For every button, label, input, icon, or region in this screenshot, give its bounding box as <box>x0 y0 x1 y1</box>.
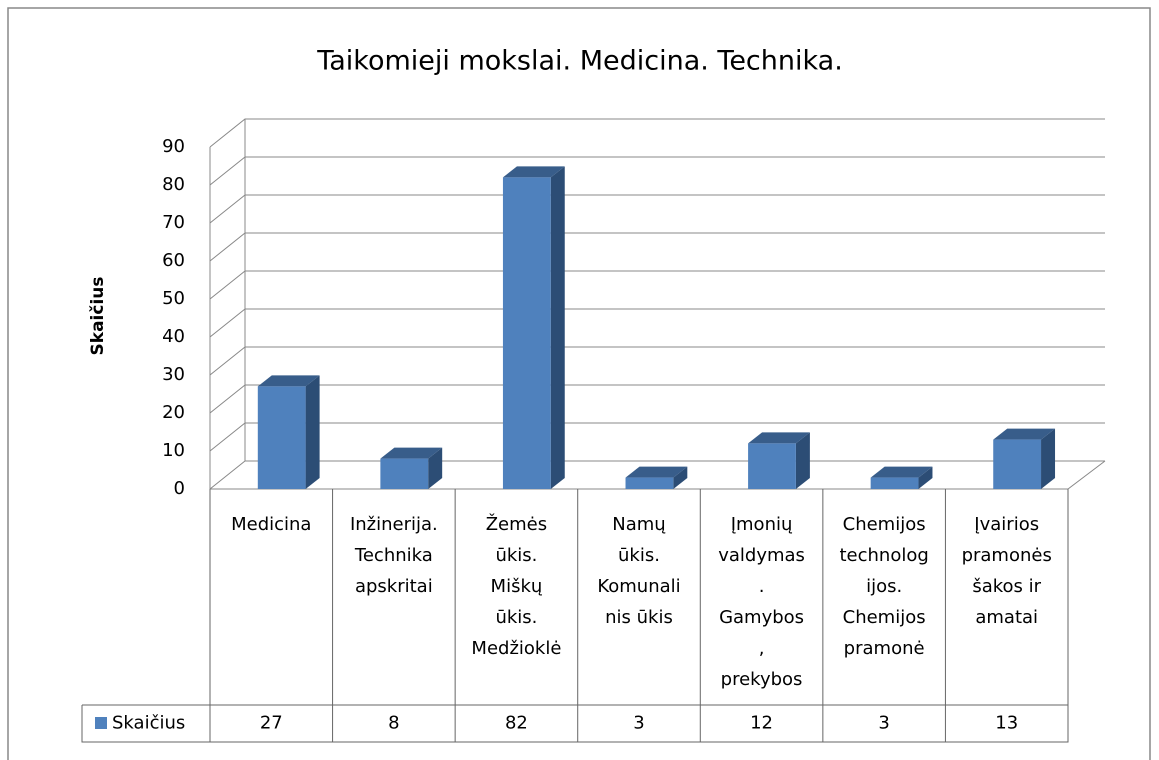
table-value: 8 <box>388 713 399 734</box>
table-value: 3 <box>878 713 889 734</box>
legend-label: Skaičius <box>112 713 185 734</box>
y-tick-label: 10 <box>162 440 185 461</box>
bar-top <box>625 466 688 478</box>
grid-line <box>209 194 1105 224</box>
bar-top <box>870 466 933 478</box>
grid-line <box>209 384 1105 414</box>
y-tick-label: 90 <box>162 136 185 157</box>
y-tick-label: 70 <box>162 212 185 233</box>
y-tick-label: 80 <box>162 174 185 195</box>
bar-side <box>795 432 810 489</box>
bar-top <box>502 166 565 178</box>
category-label: Inžinerija. Technika apskritai <box>349 514 438 597</box>
bar-side <box>1041 428 1056 489</box>
bar-top <box>748 432 810 444</box>
bar <box>993 439 1042 489</box>
category-label: Žemės ūkis. Miškų ūkis. Medžioklė <box>471 514 562 659</box>
bar <box>380 458 429 489</box>
bar-top <box>380 447 443 459</box>
y-tick-label: 40 <box>162 326 185 347</box>
grid-line <box>209 270 1105 300</box>
category-label: Chemijos technologijos. Chemijos pramonė <box>839 514 929 659</box>
y-tick-label: 20 <box>162 402 185 423</box>
category-label: Namų ūkis. Komunalinis ūkis <box>597 514 681 628</box>
bar <box>870 477 919 489</box>
grid-line <box>209 118 1105 148</box>
bar-top <box>993 428 1056 440</box>
y-tick-label: 60 <box>162 250 185 271</box>
y-tick-label: 30 <box>162 364 185 385</box>
bar-side <box>673 466 688 489</box>
bar <box>748 443 796 489</box>
bar-side <box>918 466 933 489</box>
grid-line <box>209 156 1105 186</box>
bar-side <box>428 447 443 489</box>
grid-line <box>209 308 1105 338</box>
table-value: 3 <box>633 713 644 734</box>
table-value: 13 <box>995 713 1018 734</box>
bar-side <box>305 375 320 489</box>
legend-key <box>95 717 107 729</box>
chart-frame <box>7 7 1151 760</box>
category-label: Įvairios pramonės šakos ir amatai <box>961 514 1052 628</box>
bar <box>257 386 306 489</box>
grid-line <box>209 422 1105 452</box>
grid-line <box>209 232 1105 262</box>
y-tick-label: 0 <box>174 478 185 499</box>
chart-title: Taikomieji mokslai. Medicina. Technika. <box>316 46 843 77</box>
bar <box>502 177 551 489</box>
category-label: Medicina <box>231 514 312 535</box>
grid-line <box>209 460 1105 490</box>
category-label: Įmonių valdymas. Gamybos, prekybos <box>718 514 805 690</box>
grid-line <box>209 346 1105 376</box>
bar-side <box>550 166 565 489</box>
y-axis-title: Skaičius <box>88 277 108 356</box>
y-tick-label: 50 <box>162 288 185 309</box>
table-value: 12 <box>750 713 773 734</box>
bar-top <box>257 375 320 387</box>
bar <box>625 477 674 489</box>
table-value: 27 <box>260 713 283 734</box>
table-value: 82 <box>505 713 528 734</box>
